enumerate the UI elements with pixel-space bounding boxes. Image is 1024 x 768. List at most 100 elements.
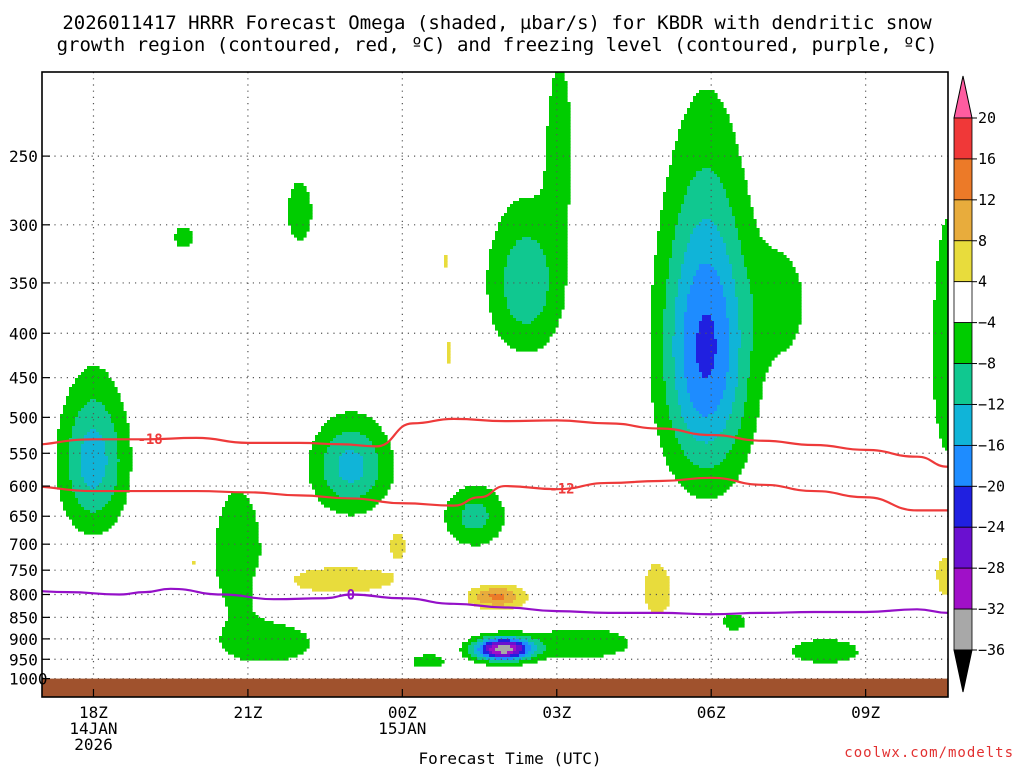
omega-shade-cell: [942, 225, 948, 229]
omega-shade-cell: [69, 477, 85, 481]
omega-shade-cell: [90, 510, 97, 514]
omega-shade-cell: [753, 297, 802, 301]
omega-shade-cell: [729, 342, 742, 346]
omega-shade-cell: [57, 453, 70, 457]
omega-shade-cell: [507, 255, 547, 259]
omega-shade-cell: [57, 474, 70, 478]
omega-shade-cell: [729, 348, 739, 352]
omega-shade-cell: [726, 246, 742, 250]
omega-shade-cell: [753, 333, 796, 337]
omega-shade-cell: [504, 597, 517, 601]
colorbar-bin: [953, 444, 973, 487]
omega-shade-cell: [504, 294, 547, 298]
omega-shade-cell: [684, 417, 730, 421]
omega-shade-cell: [723, 237, 739, 241]
omega-shade-cell: [546, 300, 565, 304]
omega-shade-cell: [720, 462, 745, 466]
omega-shade-cell: [312, 447, 328, 451]
omega-shade-cell: [666, 189, 688, 193]
omega-shade-cell: [72, 435, 85, 439]
omega-shade-cell: [468, 594, 478, 598]
omega-shade-cell: [486, 645, 493, 649]
omega-shade-cell: [456, 492, 496, 496]
omega-shade-cell: [939, 246, 948, 250]
omega-shade-cell: [390, 540, 406, 544]
omega-shade-cell: [729, 261, 745, 265]
omega-shade-cell: [459, 540, 490, 544]
omega-shade-cell: [69, 453, 82, 457]
omega-shade-cell: [645, 585, 670, 589]
omega-shade-cell: [672, 423, 688, 427]
omega-shade-cell: [516, 648, 523, 652]
omega-shade-cell: [753, 306, 802, 310]
colorbar-tick-label: −16: [978, 436, 1005, 454]
omega-shade-cell: [672, 162, 742, 166]
omega-shade-cell: [60, 495, 76, 499]
omega-shade-cell: [741, 423, 757, 427]
omega-shade-cell: [720, 282, 736, 286]
omega-shade-cell: [936, 294, 948, 298]
omega-shade-cell: [678, 219, 703, 223]
y-tick-label: 500: [9, 408, 38, 427]
omega-shade-cell: [483, 645, 487, 649]
omega-shade-cell: [675, 141, 736, 145]
omega-shade-cell: [690, 396, 724, 400]
omega-shade-cell: [708, 375, 727, 379]
omega-shade-cell: [936, 279, 948, 283]
omega-shade-cell: [735, 219, 757, 223]
omega-shade-cell: [120, 459, 133, 463]
omega-shade-cell: [57, 465, 70, 469]
omega-shade-cell: [666, 180, 691, 184]
omega-shade-cell: [738, 234, 760, 238]
omega-shade-cell: [651, 399, 667, 403]
omega-shade-cell: [663, 342, 673, 346]
omega-shade-cell: [654, 408, 670, 412]
omega-shade-cell: [684, 363, 700, 367]
x-tick-label: 21Z: [233, 703, 262, 722]
omega-shade-cell: [477, 597, 493, 601]
omega-shade-cell: [510, 654, 520, 658]
omega-shade-cell: [738, 369, 751, 373]
omega-shade-cell: [540, 246, 568, 250]
omega-shade-cell: [444, 255, 448, 259]
omega-shade-cell: [666, 285, 679, 289]
omega-shade-cell: [354, 450, 376, 454]
y-tick-label: 650: [9, 507, 38, 526]
contour-line-minus18: [42, 417, 948, 468]
omega-shade-cell: [933, 318, 948, 322]
omega-shade-cell: [651, 387, 667, 391]
omega-shade-cell: [546, 645, 628, 649]
omega-shade-cell: [744, 411, 760, 415]
omega-shade-cell: [57, 480, 73, 484]
omega-shade-cell: [696, 360, 715, 364]
omega-shade-cell: [465, 504, 484, 508]
omega-shade-cell: [684, 201, 730, 205]
omega-shade-cell: [738, 309, 754, 313]
omega-shade-cell: [60, 420, 76, 424]
omega-shade-cell: [933, 390, 948, 394]
omega-shade-cell: [684, 360, 697, 364]
omega-shade-cell: [81, 408, 106, 412]
omega-shade-cell: [546, 264, 568, 268]
omega-shade-cell: [939, 579, 948, 583]
omega-shade-cell: [699, 327, 715, 331]
omega-shade-cell: [492, 243, 517, 247]
omega-shade-cell: [486, 642, 493, 646]
omega-shade-cell: [651, 318, 664, 322]
omega-shade-cell: [549, 282, 568, 286]
omega-shade-cell: [549, 279, 568, 283]
omega-shade-cell: [87, 366, 100, 370]
omega-shade-cell: [732, 264, 745, 268]
omega-shade-cell: [486, 270, 505, 274]
omega-shade-cell: [75, 378, 112, 382]
omega-shade-cell: [60, 417, 76, 421]
omega-shade-cell: [507, 306, 544, 310]
omega-shade-cell: [543, 252, 568, 256]
omega-shade-cell: [495, 648, 514, 652]
omega-shade-cell: [681, 273, 697, 277]
omega-shade-cell: [792, 651, 859, 655]
y-tick-label: 700: [9, 535, 38, 554]
omega-shade-cell: [690, 105, 724, 109]
omega-shade-cell: [933, 381, 948, 385]
omega-shade-cell: [102, 480, 118, 484]
